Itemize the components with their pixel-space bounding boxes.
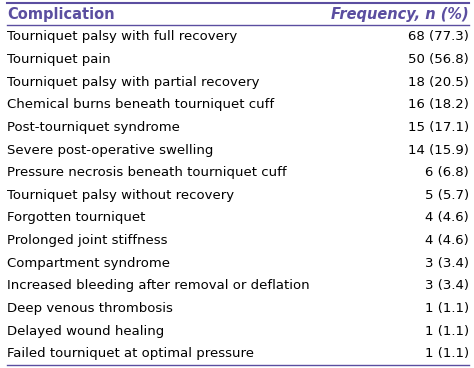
Text: 4 (4.6): 4 (4.6) xyxy=(425,212,469,224)
Text: Forgotten tourniquet: Forgotten tourniquet xyxy=(8,212,146,224)
Text: Pressure necrosis beneath tourniquet cuff: Pressure necrosis beneath tourniquet cuf… xyxy=(8,166,287,179)
Text: 1 (1.1): 1 (1.1) xyxy=(425,302,469,315)
Text: Increased bleeding after removal or deflation: Increased bleeding after removal or defl… xyxy=(8,279,310,293)
Text: 16 (18.2): 16 (18.2) xyxy=(408,98,469,111)
Text: Tourniquet palsy without recovery: Tourniquet palsy without recovery xyxy=(8,189,235,202)
Text: Prolonged joint stiffness: Prolonged joint stiffness xyxy=(8,234,168,247)
Text: Post-tourniquet syndrome: Post-tourniquet syndrome xyxy=(8,121,180,134)
Text: 3 (3.4): 3 (3.4) xyxy=(425,257,469,270)
Text: Failed tourniquet at optimal pressure: Failed tourniquet at optimal pressure xyxy=(8,347,255,360)
Text: 1 (1.1): 1 (1.1) xyxy=(425,325,469,338)
Text: Delayed wound healing: Delayed wound healing xyxy=(8,325,164,338)
Text: 4 (4.6): 4 (4.6) xyxy=(425,234,469,247)
Text: 68 (77.3): 68 (77.3) xyxy=(408,30,469,43)
Text: 18 (20.5): 18 (20.5) xyxy=(408,75,469,89)
Text: Frequency, n (%): Frequency, n (%) xyxy=(331,7,469,22)
Text: 1 (1.1): 1 (1.1) xyxy=(425,347,469,360)
Text: Chemical burns beneath tourniquet cuff: Chemical burns beneath tourniquet cuff xyxy=(8,98,274,111)
Text: Compartment syndrome: Compartment syndrome xyxy=(8,257,171,270)
Text: Tourniquet palsy with full recovery: Tourniquet palsy with full recovery xyxy=(8,30,238,43)
Text: 15 (17.1): 15 (17.1) xyxy=(408,121,469,134)
Text: 3 (3.4): 3 (3.4) xyxy=(425,279,469,293)
Text: Complication: Complication xyxy=(8,7,115,22)
Text: 6 (6.8): 6 (6.8) xyxy=(425,166,469,179)
Text: Severe post-operative swelling: Severe post-operative swelling xyxy=(8,144,214,156)
Text: 5 (5.7): 5 (5.7) xyxy=(425,189,469,202)
Text: 50 (56.8): 50 (56.8) xyxy=(408,53,469,66)
Text: Tourniquet pain: Tourniquet pain xyxy=(8,53,111,66)
Text: Deep venous thrombosis: Deep venous thrombosis xyxy=(8,302,173,315)
Text: Tourniquet palsy with partial recovery: Tourniquet palsy with partial recovery xyxy=(8,75,260,89)
Text: 14 (15.9): 14 (15.9) xyxy=(408,144,469,156)
